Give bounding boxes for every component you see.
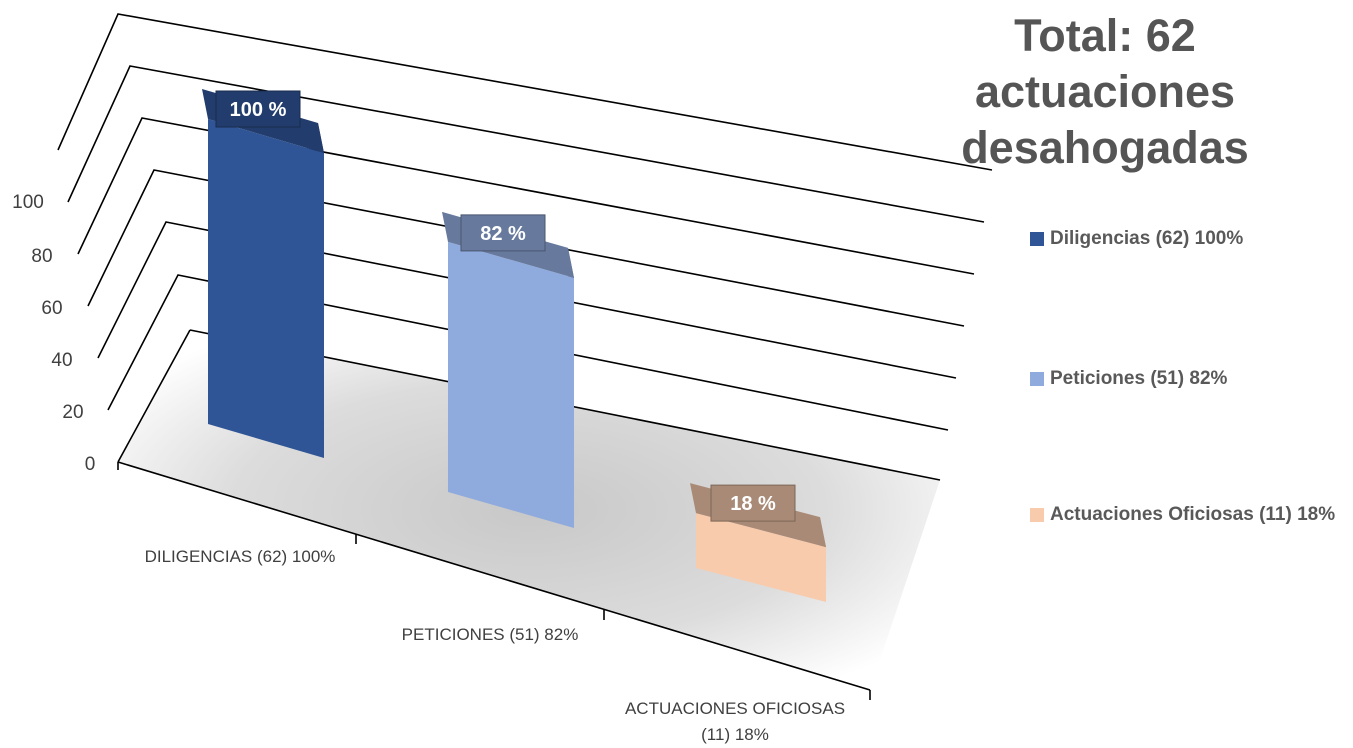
bar-data-label-text: 100 % bbox=[230, 99, 287, 121]
bar-data-label-text: 82 % bbox=[480, 223, 526, 245]
y-tick-label: 40 bbox=[51, 350, 72, 371]
bar-data-label: 82 % bbox=[460, 214, 546, 252]
bar bbox=[442, 211, 574, 528]
bar bbox=[202, 89, 324, 458]
x-axis-ticks bbox=[117, 462, 871, 700]
legend-swatch bbox=[1030, 232, 1044, 246]
chart-title-line-2: desahogadas bbox=[961, 122, 1249, 173]
legend-label: Actuaciones Oficiosas (11) 18% bbox=[1050, 504, 1336, 525]
category-label-diligencias: DILIGENCIAS (62) 100% bbox=[144, 547, 336, 566]
category-label-peticiones: PETICIONES (51) 82% bbox=[401, 625, 579, 644]
y-tick-label: 80 bbox=[31, 246, 52, 267]
chart-title: Total: 62 actuaciones desahogadas bbox=[880, 8, 1330, 176]
bar-data-label: 18 % bbox=[710, 484, 796, 522]
legend-item-actuaciones-oficiosas: Actuaciones Oficiosas (11) 18% bbox=[1030, 502, 1350, 528]
legend-label: Peticiones (51) 82% bbox=[1050, 368, 1228, 389]
category-label-actuaciones-oficiosas: ACTUACIONES OFICIOSAS (11) 18% bbox=[624, 699, 846, 744]
y-tick-label: 60 bbox=[41, 298, 62, 319]
bar-data-labels: 100 % 82 % 18 % bbox=[215, 90, 796, 522]
bar-data-label-box bbox=[215, 90, 301, 128]
gridlines bbox=[57, 13, 993, 463]
x-axis bbox=[117, 461, 871, 691]
bar-data-label-text: 18 % bbox=[730, 493, 776, 515]
legend-swatch bbox=[1030, 508, 1044, 522]
legend-label: Diligencias (62) 100% bbox=[1050, 228, 1244, 249]
chart-title-line-1: Total: 62 actuaciones bbox=[974, 10, 1236, 117]
y-tick-label: 20 bbox=[62, 402, 83, 423]
legend-item-peticiones: Peticiones (51) 82% bbox=[1030, 366, 1350, 392]
y-tick-label: 0 bbox=[85, 454, 96, 475]
bar-front-face bbox=[208, 119, 324, 458]
bar-data-label-box bbox=[710, 484, 796, 522]
legend-item-diligencias: Diligencias (62) 100% bbox=[1030, 226, 1350, 252]
y-tick-label: 100 bbox=[12, 192, 44, 213]
bar-front-face bbox=[448, 241, 574, 528]
y-tick-labels: 0 20 40 60 80 100 bbox=[12, 192, 95, 475]
bar-data-label: 100 % bbox=[215, 90, 301, 128]
bar-front-face bbox=[696, 513, 826, 602]
bar-data-label-box bbox=[460, 214, 546, 252]
legend-swatch bbox=[1030, 372, 1044, 386]
